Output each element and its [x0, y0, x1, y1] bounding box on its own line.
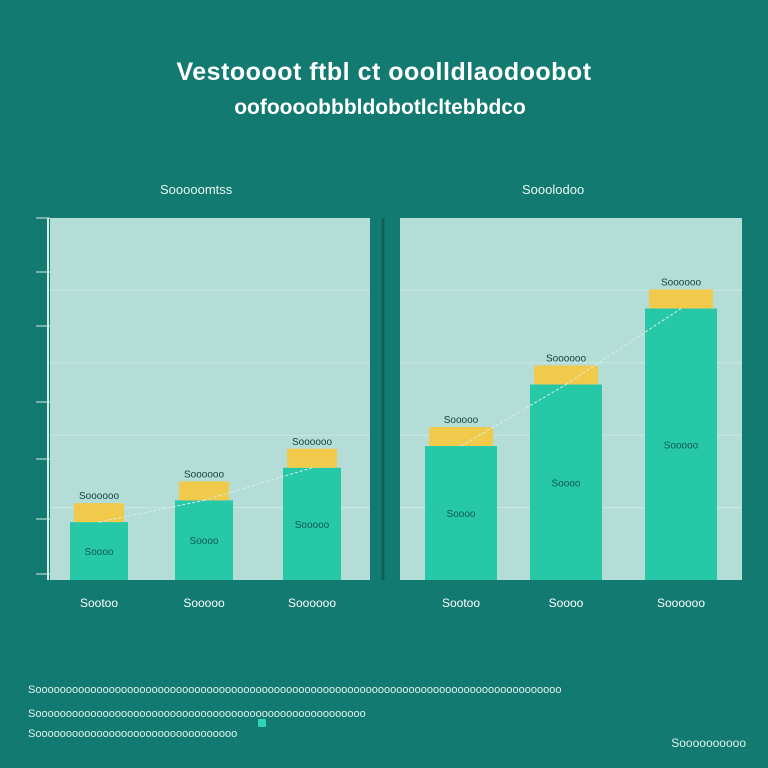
bar-label-1-0: Soooo: [447, 509, 476, 520]
bar-label-0-1: Soooo: [190, 536, 219, 547]
bar-label-0-2: Sooooo: [295, 520, 330, 531]
x-tick-label-0-1: Sooooo: [183, 596, 225, 610]
x-tick-label-0-2: Soooooo: [288, 596, 336, 610]
right-panel-title: Sooolodoo: [522, 182, 585, 197]
bar-cap-1-0: [429, 427, 493, 447]
bar-cap-1-2: [649, 289, 713, 309]
footnote-1: Sooooooooooooooooooooooooooooooooooooooo…: [28, 684, 562, 696]
bar-label-1-2: Sooooo: [664, 440, 699, 451]
bar-cap-0-1: [179, 481, 229, 501]
x-tick-label-1-0: Sootoo: [442, 596, 480, 610]
bar-label-1-1: Soooo: [552, 478, 581, 489]
left-panel-title: Sooooomtss: [160, 182, 233, 197]
cap-label-0-1: Soooooo: [184, 469, 224, 480]
chart-subtitle: oofoooobbbldobotlcltebbdco: [234, 96, 526, 119]
x-tick-label-0-0: Sootoo: [80, 596, 118, 610]
cap-label-0-0: Soooooo: [79, 491, 119, 502]
source-label: Soooooooooo: [671, 736, 746, 750]
trend-segment-0-0: [98, 499, 205, 523]
x-tick-label-1-2: Soooooo: [657, 596, 705, 610]
bar-0-0: [70, 522, 128, 580]
footnote-2: Sooooooooooooooooooooooooooooooooooooooo…: [28, 708, 366, 720]
trend-segment-0-1: [203, 467, 313, 501]
footnote-marker-icon: [258, 719, 266, 727]
footnote-3: Sooooooooooooooooooooooooooooooooo: [28, 728, 238, 740]
bar-label-0-0: Soooo: [85, 547, 114, 558]
bar-0-1: [175, 500, 233, 580]
trend-segment-1-0: [460, 384, 567, 447]
cap-label-1-0: Sooooo: [444, 415, 479, 426]
cap-label-1-1: Soooooo: [546, 354, 586, 365]
bar-1-2: [645, 308, 717, 580]
bar-1-0: [425, 446, 497, 580]
cap-label-1-2: Soooooo: [661, 278, 701, 289]
bar-0-2: [283, 467, 341, 580]
bar-cap-0-2: [287, 448, 337, 468]
trend-segment-1-1: [565, 308, 682, 385]
bar-1-1: [530, 384, 602, 580]
x-tick-label-1-1: Soooo: [549, 596, 584, 610]
chart-title: Vestoooot ftbl ct ooolldlaodoobot: [176, 58, 592, 86]
cap-label-0-2: Soooooo: [292, 437, 332, 448]
bar-cap-0-0: [74, 503, 124, 523]
bar-cap-1-1: [534, 365, 598, 385]
